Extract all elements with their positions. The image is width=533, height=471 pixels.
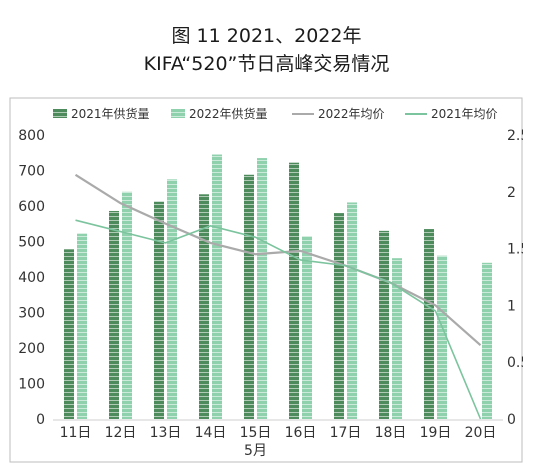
x-tick-label: 19日 <box>420 425 452 441</box>
bar-2021-12日 <box>109 210 119 419</box>
bar-2021-16日 <box>289 162 299 419</box>
y-left-tick-label: 0 <box>36 412 45 428</box>
bar-2022-17日 <box>347 202 357 419</box>
y-right-tick-label: 2.5 <box>507 128 523 144</box>
y-right-tick-label: 1 <box>507 298 516 314</box>
y-left-tick-label: 400 <box>18 270 45 286</box>
chart-title-line1: 图 11 2021、2022年 <box>171 25 362 47</box>
legend: 2021年供货量 2022年供货量 2022年均价 2021年均价 <box>53 106 498 121</box>
x-tick-label: 11日 <box>60 425 92 441</box>
bar-2021-15日 <box>244 174 254 419</box>
legend-label: 2021年供货量 <box>71 106 150 121</box>
bars-group <box>64 154 492 419</box>
lines-group <box>74 173 482 420</box>
legend-swatch-2022-supply <box>171 109 185 118</box>
line-2022-avg-price <box>74 173 482 346</box>
x-tick-label: 14日 <box>195 425 227 441</box>
bar-2021-13日 <box>154 201 164 419</box>
x-tick-label: 13日 <box>150 425 182 441</box>
y-right-tick-label: 0 <box>507 412 516 428</box>
y-left-tick-label: 700 <box>18 164 45 180</box>
x-month-label: 5月 <box>244 443 267 459</box>
axes-group: 0 100 200 300 400 500 600 700 800 0 0.5 1 1.5 2 2.5 11日… <box>18 128 523 459</box>
bar-2022-16日 <box>302 236 312 419</box>
x-tick-label: 18日 <box>375 425 407 441</box>
bar-2022-19日 <box>437 255 447 419</box>
legend-label: 2022年供货量 <box>189 106 268 121</box>
x-tick-label: 15日 <box>240 425 272 441</box>
bar-2022-20日 <box>482 262 492 419</box>
y-left-tick-label: 200 <box>18 341 45 357</box>
bar-2021-14日 <box>199 194 209 419</box>
y-right-tick-label: 1.5 <box>507 242 523 258</box>
x-tick-label: 16日 <box>285 425 317 441</box>
legend-label: 2021年均价 <box>431 107 498 121</box>
bar-2021-17日 <box>334 213 344 419</box>
x-tick-label: 20日 <box>465 425 497 441</box>
y-left-tick-label: 800 <box>18 128 45 144</box>
bar-2022-14日 <box>212 154 222 419</box>
bar-2022-18日 <box>392 258 402 419</box>
bar-2021-11日 <box>64 249 74 419</box>
legend-swatch-2021-supply <box>53 109 67 118</box>
bar-2022-11日 <box>77 233 87 419</box>
legend-label: 2022年均价 <box>318 107 385 121</box>
x-tick-label: 17日 <box>330 425 362 441</box>
y-right-tick-label: 0.5 <box>507 355 523 371</box>
bar-2022-15日 <box>257 158 267 419</box>
y-left-tick-label: 600 <box>18 199 45 215</box>
chart-title-line2: KIFA“520”节日高峰交易情况 <box>143 53 390 75</box>
bar-2022-12日 <box>122 191 132 419</box>
y-left-tick-label: 500 <box>18 235 45 251</box>
bar-2021-18日 <box>379 230 389 419</box>
y-right-tick-label: 2 <box>507 185 516 201</box>
y-left-tick-label: 300 <box>18 306 45 322</box>
bar-2021-19日 <box>424 229 434 419</box>
line-2021-avg-price <box>75 219 482 420</box>
chart-area: 0 100 200 300 400 500 600 700 800 0 0.5 1 1.5 2 2.5 11日… <box>9 97 523 463</box>
bar-2022-13日 <box>167 179 177 419</box>
x-tick-label: 12日 <box>105 425 137 441</box>
y-left-tick-label: 100 <box>18 377 45 393</box>
